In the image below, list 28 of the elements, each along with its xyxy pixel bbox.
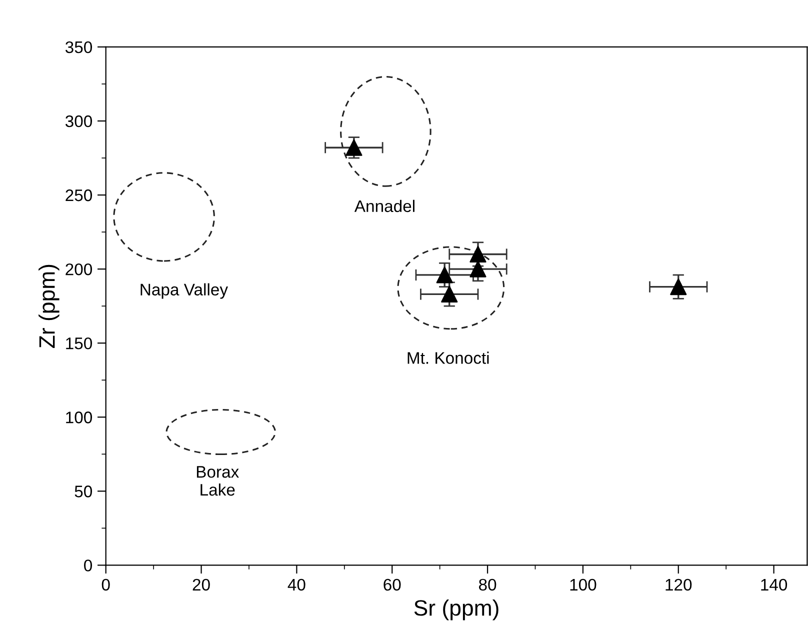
x-tick-label: 120 — [666, 578, 692, 591]
point — [441, 286, 458, 303]
x-tick-label: 60 — [384, 578, 401, 591]
annotation: Annadel — [354, 200, 414, 212]
x-tick-label: 20 — [192, 578, 210, 591]
y-tick-label: 0 — [84, 560, 92, 572]
y-tick-label: 250 — [66, 189, 92, 202]
x-tick-label: 0 — [102, 578, 110, 591]
x-tick-label: 100 — [570, 578, 596, 591]
point — [470, 260, 486, 278]
point — [470, 246, 486, 263]
y-tick-label: 300 — [65, 115, 92, 128]
y-tick-label: 50 — [74, 486, 92, 498]
y-tick-label: 150 — [66, 337, 92, 350]
y-axis-title: Zr (ppm) — [38, 264, 60, 348]
y-tick-label: 350 — [65, 41, 92, 54]
annotation: Napa Valley — [140, 283, 228, 299]
y-tick-label: 100 — [66, 412, 92, 424]
x-tick-label: 80 — [478, 578, 496, 591]
x-axis-title: Sr (ppm) — [414, 599, 498, 620]
point — [670, 278, 687, 296]
x-tick-label: 40 — [288, 578, 306, 591]
annotation: Borax Lake — [196, 466, 239, 496]
annotation: Mt. Konocti — [408, 352, 489, 364]
point — [346, 139, 362, 156]
y-tick-label: 200 — [66, 263, 92, 276]
x-tick-label: 140 — [761, 578, 788, 591]
point — [436, 266, 453, 284]
